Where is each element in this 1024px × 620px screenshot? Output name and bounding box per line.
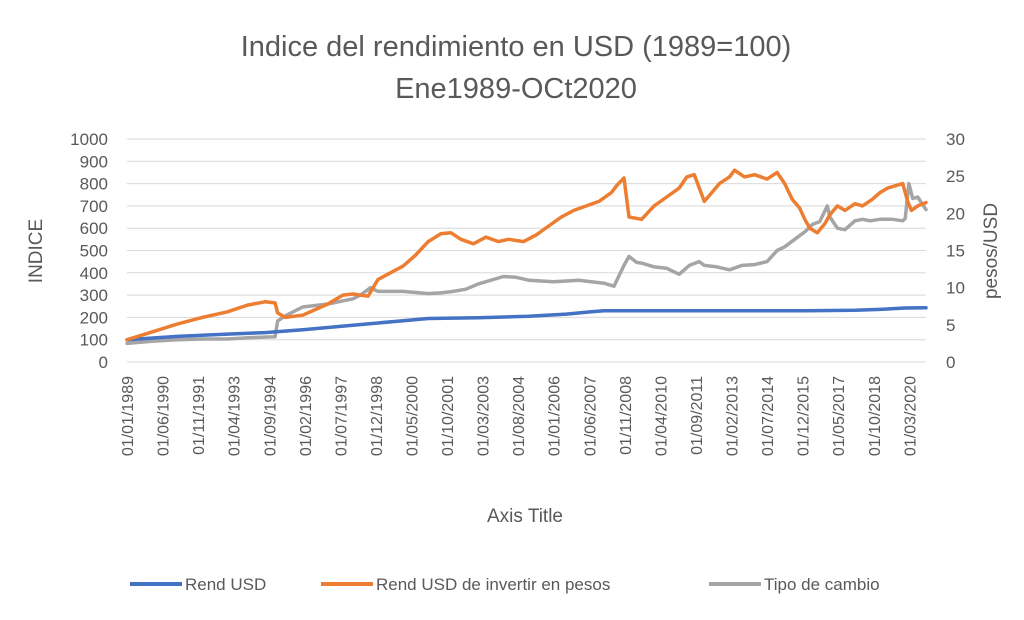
y2-tick-label: 10 xyxy=(946,279,965,298)
x-tick-label: 01/11/1991 xyxy=(191,376,208,455)
x-tick-label: 01/01/2006 xyxy=(547,376,564,456)
y2-axis-ticks: 0 5 10 15 20 25 30 xyxy=(946,130,965,372)
series-line-0 xyxy=(125,306,928,342)
y2-tick-label: 0 xyxy=(946,353,955,372)
x-tick-label: 01/04/1993 xyxy=(227,376,244,456)
x-tick-label: 01/02/1996 xyxy=(298,376,315,456)
legend-label: Tipo de cambio xyxy=(764,575,880,594)
x-tick-label: 01/09/2011 xyxy=(689,376,706,455)
x-tick-label: 01/11/2008 xyxy=(618,376,635,455)
y-tick-label: 400 xyxy=(80,264,108,283)
x-tick-label: 01/09/1994 xyxy=(262,376,279,456)
series-lines xyxy=(125,168,928,346)
x-tick-label: 01/02/2013 xyxy=(725,376,742,456)
y2-tick-label: 15 xyxy=(946,242,965,261)
chart-title: Indice del rendimiento en USD (1989=100) xyxy=(241,31,792,63)
y2-axis-title: pesos/USD xyxy=(981,203,1002,299)
x-tick-label: 01/03/2003 xyxy=(476,376,493,456)
y-tick-label: 800 xyxy=(80,175,108,194)
x-tick-label: 01/01/1989 xyxy=(120,376,137,456)
grid-lines xyxy=(127,138,926,363)
legend-label: Rend USD xyxy=(185,575,266,594)
y-tick-label: 300 xyxy=(80,286,108,305)
x-axis-title: Axis Title xyxy=(487,506,563,527)
y-tick-label: 200 xyxy=(80,308,108,327)
x-tick-label: 01/04/2010 xyxy=(653,376,670,456)
x-tick-label: 01/12/2015 xyxy=(796,376,813,456)
y2-tick-label: 30 xyxy=(946,130,965,149)
y2-tick-label: 25 xyxy=(946,167,965,186)
y-tick-label: 1000 xyxy=(70,130,108,149)
legend: Rend USD Rend USD de invertir en pesos Tip… xyxy=(130,575,880,594)
y-tick-label: 700 xyxy=(80,197,108,216)
x-tick-label: 01/07/2014 xyxy=(760,376,777,456)
y2-tick-label: 20 xyxy=(946,204,965,223)
x-tick-label: 01/06/1990 xyxy=(156,376,173,456)
series-line-1 xyxy=(125,168,928,342)
x-tick-label: 01/05/2017 xyxy=(831,376,848,456)
y-tick-label: 900 xyxy=(80,152,108,171)
y-tick-label: 600 xyxy=(80,219,108,238)
x-tick-label: 01/03/2020 xyxy=(902,376,919,456)
y2-tick-label: 5 xyxy=(946,316,955,335)
y-tick-label: 100 xyxy=(80,331,108,350)
series-line-2 xyxy=(125,181,928,346)
y-axis-title: INDICE xyxy=(26,219,47,283)
x-tick-label: 01/10/2018 xyxy=(867,376,884,456)
x-tick-label: 01/05/2000 xyxy=(404,376,421,456)
legend-label: Rend USD de invertir en pesos xyxy=(376,575,610,594)
y-axis-ticks: 0 100 200 300 400 500 600 700 800 900 1000 xyxy=(70,130,108,372)
x-tick-label: 01/06/2007 xyxy=(582,376,599,456)
x-tick-label: 01/07/1997 xyxy=(333,376,350,456)
x-tick-label: 01/12/1998 xyxy=(369,376,386,456)
y-tick-label: 500 xyxy=(80,242,108,261)
chart-subtitle: Ene1989-OCt2020 xyxy=(395,73,637,105)
y-tick-label: 0 xyxy=(99,353,108,372)
x-tick-label: 01/08/2004 xyxy=(511,376,528,456)
x-axis-ticks: 01/01/1989 01/06/1990 01/11/1991 01/04/1993… xyxy=(120,376,919,456)
x-tick-label: 01/10/2001 xyxy=(440,376,457,456)
